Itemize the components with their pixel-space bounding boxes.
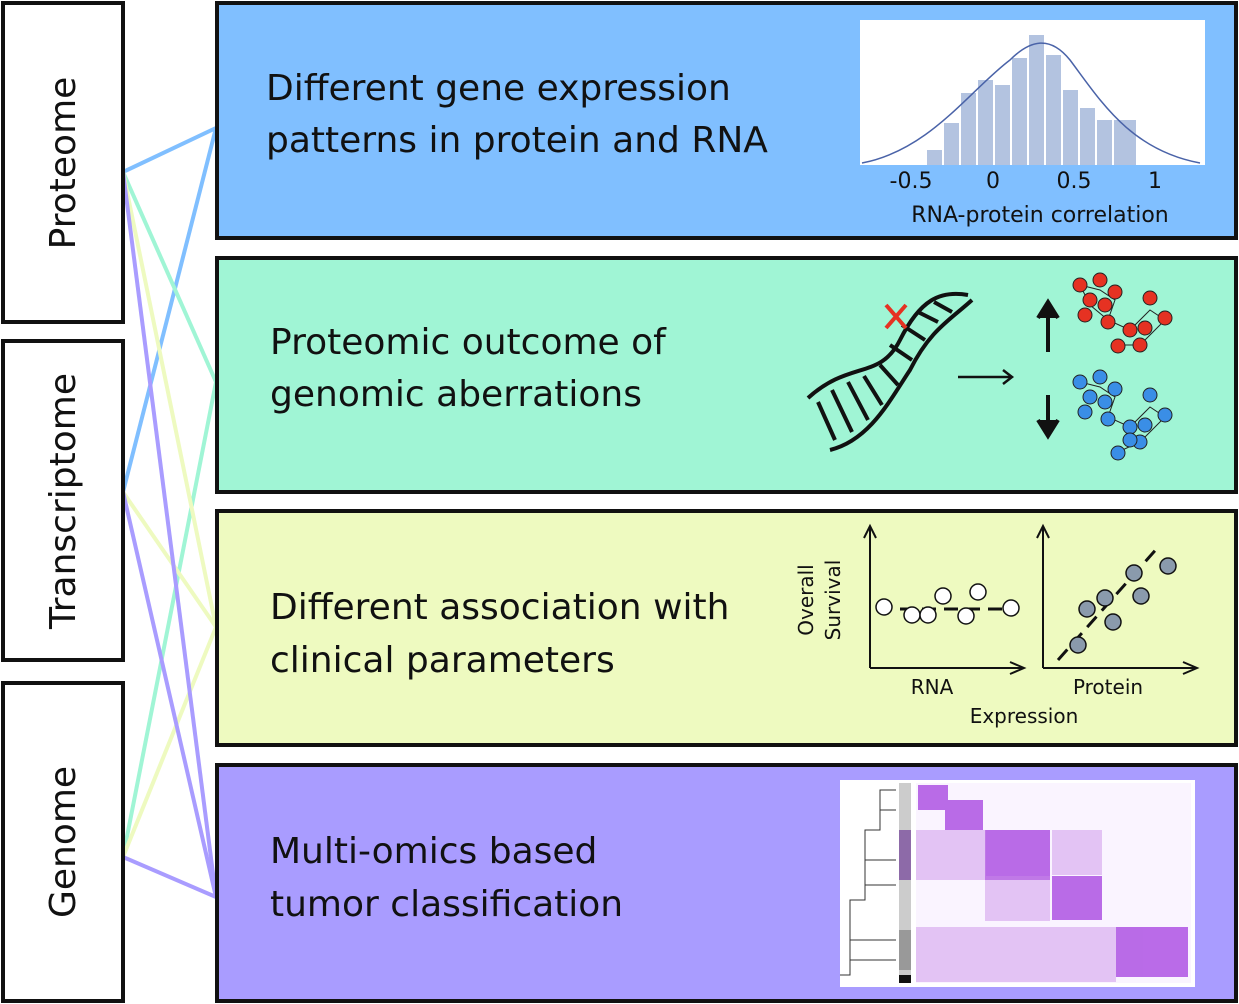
axis-label: Expression [970, 704, 1079, 728]
network-down [1072, 369, 1173, 461]
tick-label: 1 [1148, 169, 1162, 194]
source-boxes [1, 1, 125, 1003]
panel-title: Different gene expression [266, 68, 731, 109]
tick-label: 0 [986, 169, 1000, 194]
source-label: Proteome [43, 77, 84, 250]
axis-label: Protein [1073, 675, 1143, 699]
scatter-points-protein [1069, 557, 1177, 654]
histogram-inset [860, 20, 1205, 165]
source-label: Genome [43, 766, 84, 918]
tick-label: 0.5 [1057, 169, 1092, 194]
panel-title: Multi-omics based [270, 831, 597, 872]
axis-label: RNA [911, 675, 954, 699]
dna-illustration [806, 291, 1060, 452]
panel-title: clinical parameters [270, 640, 615, 681]
network-up [1072, 272, 1173, 354]
panel-title: genomic aberrations [270, 374, 642, 415]
scatter-points-rna [875, 583, 1020, 625]
panel-title: patterns in protein and RNA [266, 120, 768, 161]
mutation-mark [884, 303, 908, 330]
heatmap-inset [840, 780, 1195, 987]
axis-label: RNA-protein correlation [911, 203, 1169, 228]
panels [215, 1, 1238, 1003]
panel-title: Different association with [270, 587, 729, 628]
source-label: Transcriptome [43, 373, 84, 630]
axis-label: Overall [794, 564, 818, 635]
panel-title: Proteomic outcome of [270, 322, 667, 363]
panel-title: tumor classification [270, 884, 623, 925]
tick-label: -0.5 [890, 169, 933, 194]
connectors [121, 126, 218, 899]
axis-label: Survival [821, 560, 845, 641]
